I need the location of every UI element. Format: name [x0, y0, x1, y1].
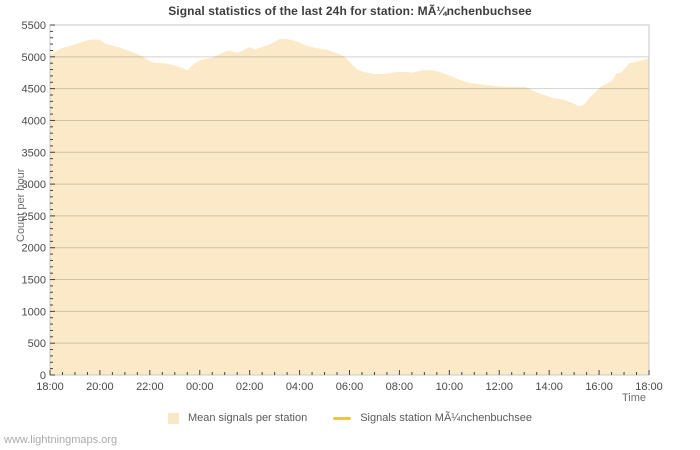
x-tick-label: 14:00	[535, 381, 563, 393]
x-tick-label: 20:00	[86, 381, 114, 393]
chart-title: Signal statistics of the last 24h for st…	[168, 4, 532, 18]
x-axis-title: Time	[621, 392, 646, 404]
x-tick-label: 06:00	[336, 381, 364, 393]
y-tick-label: 2000	[22, 243, 46, 255]
y-tick-label: 4000	[22, 115, 46, 127]
x-tick-label: 12:00	[485, 381, 513, 393]
x-tick-label: 02:00	[236, 381, 264, 393]
y-tick-label: 0	[40, 370, 46, 382]
y-tick-label: 5500	[22, 20, 46, 32]
y-tick-label: 3500	[22, 147, 46, 159]
y-tick-label: 4500	[22, 84, 46, 96]
x-tick-label: 04:00	[286, 381, 314, 393]
y-axis-title: Count per hour	[15, 168, 27, 242]
x-tick-label: 16:00	[585, 381, 613, 393]
legend: Mean signals per station Signals station…	[0, 409, 700, 427]
y-tick-label: 3000	[22, 179, 46, 191]
y-tick-label: 500	[28, 338, 46, 350]
legend-label: Signals station MÃ¼nchenbuchsee	[360, 412, 533, 424]
y-tick-label: 5000	[22, 52, 46, 64]
y-tick-label: 1000	[22, 306, 46, 318]
watermark: www.lightningmaps.org	[4, 434, 118, 446]
x-tick-label: 08:00	[386, 381, 414, 393]
line-swatch-icon	[333, 416, 352, 420]
x-tick-label: 18:00	[36, 381, 64, 393]
legend-label: Mean signals per station	[187, 412, 308, 424]
mean-signals-area	[50, 38, 649, 375]
legend-item-mean-signals: Mean signals per station	[167, 412, 308, 424]
x-tick-label: 10:00	[436, 381, 464, 393]
legend-item-station-signals: Signals station MÃ¼nchenbuchsee	[333, 412, 532, 424]
y-tick-label: 1500	[22, 275, 46, 287]
x-tick-label: 00:00	[186, 381, 214, 393]
area-swatch-icon	[167, 412, 179, 424]
y-tick-label: 2500	[22, 211, 46, 223]
x-tick-label: 18:00	[635, 381, 663, 393]
x-tick-label: 22:00	[136, 381, 164, 393]
